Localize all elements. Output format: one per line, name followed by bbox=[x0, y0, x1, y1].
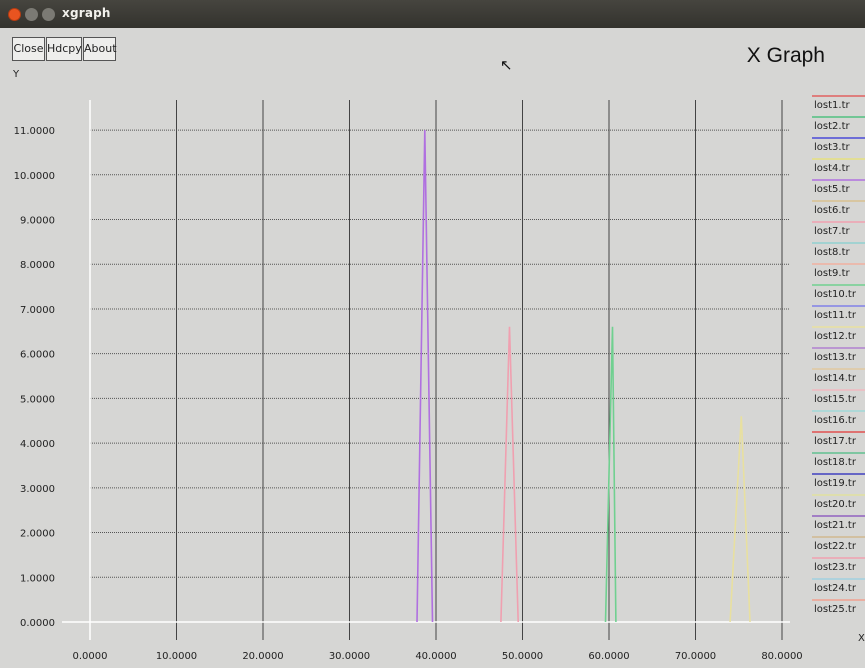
y-tick-label: 11.0000 bbox=[14, 126, 55, 137]
legend-entry: lost12.tr bbox=[814, 331, 857, 342]
y-tick-label: 7.0000 bbox=[20, 305, 55, 316]
x-tick-label: 70.0000 bbox=[675, 651, 716, 662]
legend-entry: lost16.tr bbox=[814, 415, 857, 426]
y-axis-label: Y bbox=[12, 69, 20, 80]
legend-entry: lost13.tr bbox=[814, 352, 857, 363]
y-tick-label: 5.0000 bbox=[20, 394, 55, 405]
legend-entry: lost20.tr bbox=[814, 499, 857, 510]
y-tick-label: 8.0000 bbox=[20, 260, 55, 271]
legend-entry: lost10.tr bbox=[814, 289, 857, 300]
y-tick-label: 10.0000 bbox=[14, 171, 55, 182]
legend-entry: lost18.tr bbox=[814, 457, 857, 468]
series-line-lost7-tr bbox=[501, 327, 518, 622]
y-tick-label: 0.0000 bbox=[20, 618, 55, 629]
x-tick-label: 40.0000 bbox=[415, 651, 456, 662]
legend-entry: lost3.tr bbox=[814, 142, 850, 153]
y-tick-label: 6.0000 bbox=[20, 350, 55, 361]
legend-entry: lost23.tr bbox=[814, 562, 857, 573]
legend-entry: lost14.tr bbox=[814, 373, 857, 384]
x-tick-label: 0.0000 bbox=[73, 651, 108, 662]
legend-entry: lost6.tr bbox=[814, 205, 850, 216]
legend-entry: lost17.tr bbox=[814, 436, 857, 447]
y-tick-label: 9.0000 bbox=[20, 216, 55, 227]
x-tick-label: 80.0000 bbox=[761, 651, 802, 662]
legend-entry: lost11.tr bbox=[814, 310, 857, 321]
y-tick-label: 3.0000 bbox=[20, 484, 55, 495]
x-tick-label: 30.0000 bbox=[329, 651, 370, 662]
legend-entry: lost15.tr bbox=[814, 394, 857, 405]
x-tick-label: 60.0000 bbox=[588, 651, 629, 662]
legend-entry: lost4.tr bbox=[814, 163, 850, 174]
y-tick-label: 2.0000 bbox=[20, 529, 55, 540]
y-tick-label: 1.0000 bbox=[20, 573, 55, 584]
x-axis-label: X bbox=[858, 633, 865, 644]
legend-entry: lost8.tr bbox=[814, 247, 850, 258]
legend-entry: lost9.tr bbox=[814, 268, 850, 279]
legend-entry: lost24.tr bbox=[814, 583, 857, 594]
x-tick-label: 10.0000 bbox=[156, 651, 197, 662]
legend-entry: lost2.tr bbox=[814, 121, 850, 132]
legend-entry: lost1.tr bbox=[814, 100, 850, 111]
legend-entry: lost5.tr bbox=[814, 184, 850, 195]
series-line-lost5-tr bbox=[417, 130, 433, 622]
legend-entry: lost21.tr bbox=[814, 520, 857, 531]
legend-entry: lost22.tr bbox=[814, 541, 857, 552]
series-line-lost12-tr bbox=[730, 416, 750, 622]
legend-entry: lost7.tr bbox=[814, 226, 850, 237]
legend-entry: lost19.tr bbox=[814, 478, 857, 489]
legend-entry: lost25.tr bbox=[814, 604, 857, 615]
x-tick-label: 50.0000 bbox=[502, 651, 543, 662]
x-tick-label: 20.0000 bbox=[242, 651, 283, 662]
y-tick-label: 4.0000 bbox=[20, 439, 55, 450]
